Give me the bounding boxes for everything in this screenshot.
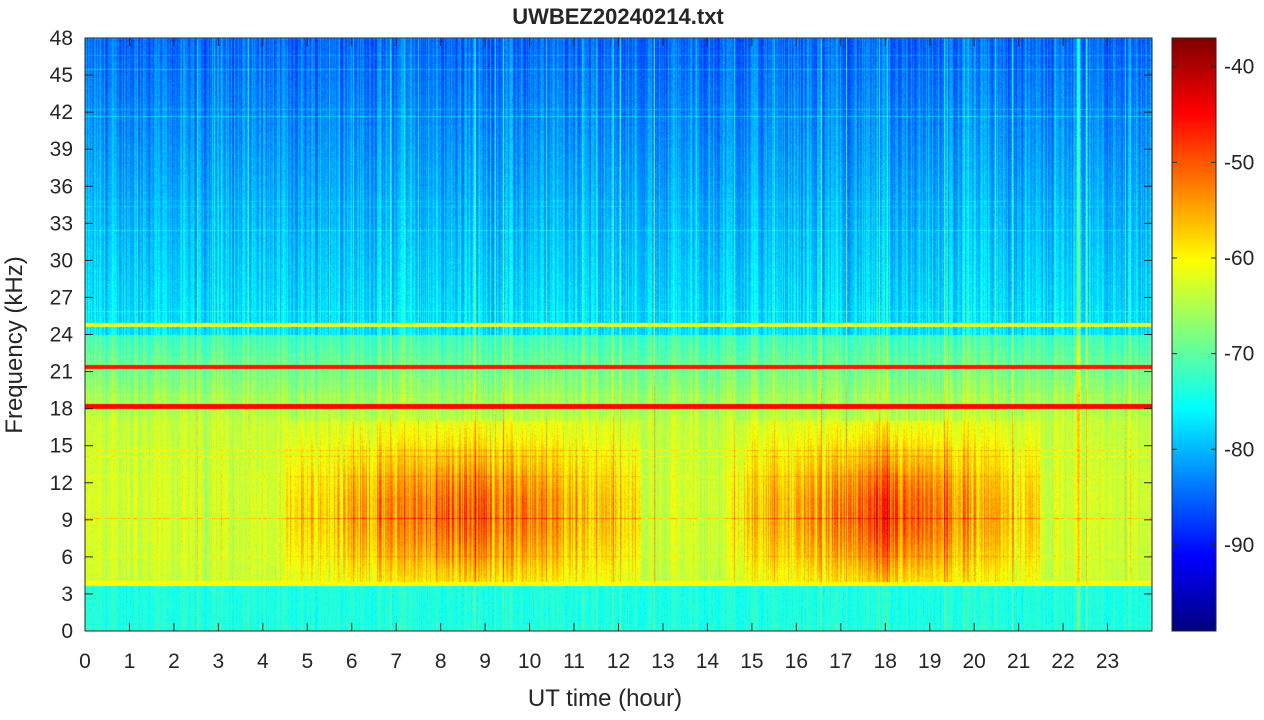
colorbar-frame (1171, 37, 1217, 632)
x-tick-label: 12 (607, 650, 630, 673)
y-tick-label: 27 (50, 286, 73, 309)
colorbar: -40 -50 -60 -70 -80 -90 (1171, 37, 1254, 632)
x-tick-label: 14 (696, 650, 720, 673)
y-tick-label: 12 (50, 472, 73, 495)
colorbar-tick-label: -60 (1224, 247, 1254, 270)
x-tick-label: 9 (479, 650, 491, 673)
y-tick-label: 9 (61, 509, 73, 532)
y-tick-label: 30 (50, 249, 73, 272)
y-tick-label: 36 (50, 175, 73, 198)
x-tick-label: 16 (785, 650, 808, 673)
y-tick-label: 48 (50, 27, 73, 50)
y-tick-label: 45 (50, 64, 73, 87)
x-tick-label: 23 (1096, 650, 1119, 673)
y-tick-label: 24 (50, 324, 74, 347)
chart-title: UWBEZ20240214.txt (512, 4, 724, 29)
y-tick-label: 3 (61, 583, 73, 606)
x-tick-label: 2 (168, 650, 180, 673)
x-axis: 0 1 2 3 4 5 6 7 8 9 10 11 12 13 14 15 16 17 18 19 20 21 22 23 (79, 38, 1119, 673)
y-tick-label: 15 (50, 435, 73, 458)
x-tick-label: 18 (874, 650, 897, 673)
y-tick-label: 0 (61, 620, 73, 643)
colorbar-tick-label: -50 (1224, 151, 1254, 174)
y-tick-label: 42 (50, 101, 73, 124)
x-tick-label: 22 (1051, 650, 1074, 673)
colorbar-tick-label: -90 (1224, 534, 1254, 557)
x-tick-label: 15 (740, 650, 763, 673)
x-tick-label: 5 (301, 650, 313, 673)
y-tick-label: 39 (50, 138, 73, 161)
x-tick-label: 3 (213, 650, 225, 673)
x-tick-label: 7 (390, 650, 402, 673)
x-tick-label: 20 (962, 650, 985, 673)
spectrogram-heatmap (85, 38, 1152, 631)
x-tick-label: 19 (918, 650, 941, 673)
x-tick-label: 17 (829, 650, 852, 673)
colorbar-tick-label: -70 (1224, 343, 1254, 366)
x-axis-label: UT time (hour) (528, 685, 682, 712)
y-tick-label: 6 (61, 546, 73, 569)
x-tick-label: 13 (651, 650, 674, 673)
colorbar-tick-label: -80 (1224, 438, 1254, 461)
x-tick-label: 1 (124, 650, 136, 673)
colorbar-gradient (1172, 38, 1216, 631)
colorbar-ticks: -40 -50 -60 -70 -80 -90 (1172, 56, 1254, 557)
y-axis-label: Frequency (kHz) (1, 256, 28, 433)
x-tick-label: 11 (563, 650, 585, 673)
x-tick-label: 8 (435, 650, 447, 673)
plot-area (84, 37, 1153, 632)
x-tick-label: 10 (518, 650, 541, 673)
y-tick-label: 33 (50, 212, 73, 235)
colorbar-tick-label: -40 (1224, 56, 1254, 79)
x-tick-label: 0 (79, 650, 91, 673)
x-tick-label: 21 (1007, 650, 1030, 673)
y-tick-label: 18 (50, 398, 73, 421)
y-tick-label: 21 (50, 361, 73, 384)
x-tick-label: 4 (257, 650, 269, 673)
x-tick-label: 6 (346, 650, 358, 673)
